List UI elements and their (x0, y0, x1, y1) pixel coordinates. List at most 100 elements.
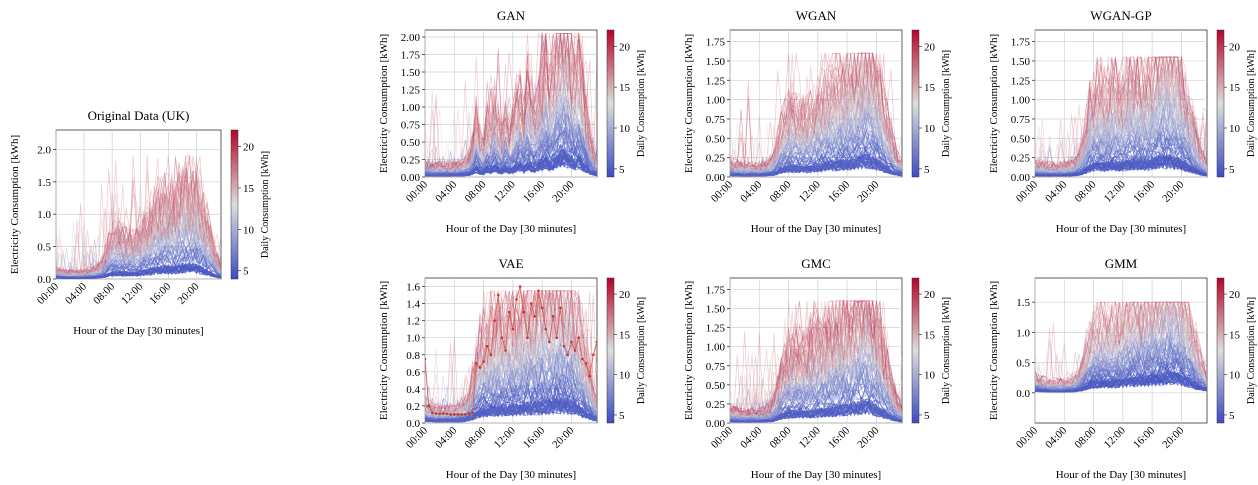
series-line (730, 300, 902, 417)
series-line (730, 300, 902, 416)
highlight-point (577, 336, 581, 340)
series-line (1035, 56, 1207, 171)
chart-title: GMM (1105, 256, 1138, 271)
highlight-point (427, 404, 430, 408)
series-line (730, 347, 902, 420)
series-line (425, 36, 597, 172)
x-tick-label: 12:00 (797, 424, 824, 451)
chart-panel-gmc: GMC 00:00 04:00 08:00 12:00 16:00 20:00 0.00 0.2… (678, 250, 972, 485)
y-tick-label: 0.5 (37, 242, 51, 254)
colorbar-label: Daily Consumption [kWh] (941, 297, 952, 404)
series-line (56, 190, 221, 276)
series-line (730, 300, 902, 416)
series-line (56, 155, 221, 275)
series-line (1035, 301, 1207, 387)
series-line (730, 63, 902, 173)
series-line (730, 53, 902, 172)
series-line (425, 33, 597, 170)
series-line (1035, 301, 1207, 389)
series-line (1035, 56, 1207, 172)
series-line (730, 301, 902, 418)
series-line (730, 69, 902, 172)
highlight-point (493, 319, 496, 322)
series-line (730, 113, 902, 175)
series-line (1035, 302, 1207, 388)
series-line (730, 52, 902, 172)
highlight-point (559, 306, 562, 310)
series-line (730, 315, 902, 419)
highlight-point (518, 285, 522, 288)
series-line (425, 33, 597, 171)
highlight-point (562, 344, 566, 348)
y-tick-label: 0.00 (706, 172, 726, 184)
series-lines (730, 51, 902, 177)
x-tick-label: 00:00 (1014, 424, 1041, 451)
series-line (730, 52, 902, 171)
highlight-point (522, 310, 526, 314)
series-line (56, 186, 221, 276)
x-tick-label: 12:00 (1102, 424, 1129, 451)
y-tick-label: 1.25 (706, 323, 726, 335)
series-line (1035, 96, 1207, 174)
colorbar-tick-label: 5 (924, 410, 930, 422)
series-line (1035, 301, 1207, 385)
series-line (730, 52, 902, 170)
series-line (1035, 56, 1207, 171)
series-line (1035, 76, 1207, 173)
highlight-point (573, 349, 577, 352)
series-line (730, 78, 902, 172)
y-tick-label: 0.00 (706, 418, 726, 430)
series-line (730, 52, 902, 170)
series-line (730, 91, 902, 174)
colorbar-label: Daily Consumption [kWh] (260, 151, 271, 258)
series-line-low (425, 154, 597, 177)
series-line (56, 181, 221, 275)
series-lines (425, 32, 597, 177)
series-line (425, 307, 597, 417)
series-line (425, 33, 597, 171)
series-line (425, 93, 597, 173)
series-line (425, 33, 597, 171)
series-line (1035, 77, 1207, 174)
series-line (1035, 56, 1207, 171)
series-lines (56, 154, 221, 279)
series-line (730, 309, 902, 419)
series-line (56, 182, 221, 276)
y-tick-label: 1.0 (37, 209, 51, 221)
series-line (425, 352, 597, 420)
series-line (1035, 335, 1207, 391)
series-line (1035, 301, 1207, 385)
highlight-point (504, 349, 507, 352)
series-line (425, 372, 597, 422)
series-line (730, 52, 902, 171)
colorbar-tick-label: 15 (243, 183, 255, 195)
series-line (1035, 300, 1207, 389)
series-line (1035, 60, 1207, 174)
series-line-low (1035, 153, 1207, 177)
series-line (730, 53, 902, 170)
series-line (56, 215, 221, 277)
series-line (56, 201, 221, 276)
colorbar-tick-label: 20 (924, 289, 936, 301)
series-line (1035, 56, 1207, 171)
x-tick-label: 04:00 (433, 424, 460, 451)
chart-panel-gmm: GMM 00:00 04:00 08:00 12:00 16:00 20:00 0.0 0.5 1… (983, 250, 1258, 485)
series-line (730, 348, 902, 420)
highlight-point (548, 340, 551, 344)
series-line (425, 96, 597, 174)
series-line (56, 196, 221, 276)
series-line (56, 155, 221, 274)
series-line (425, 33, 597, 171)
y-tick-label: 0.25 (1011, 153, 1031, 165)
series-line (56, 155, 221, 276)
x-tick-label: 12:00 (797, 178, 824, 205)
colorbar-tick-label: 10 (924, 123, 936, 135)
series-line (425, 289, 597, 416)
chart-title: GAN (497, 8, 526, 23)
highlight-point (452, 413, 456, 416)
series-line (56, 164, 221, 276)
series-line (1035, 56, 1207, 170)
colorbar-tick-label: 15 (1229, 329, 1241, 341)
series-line (425, 76, 597, 173)
